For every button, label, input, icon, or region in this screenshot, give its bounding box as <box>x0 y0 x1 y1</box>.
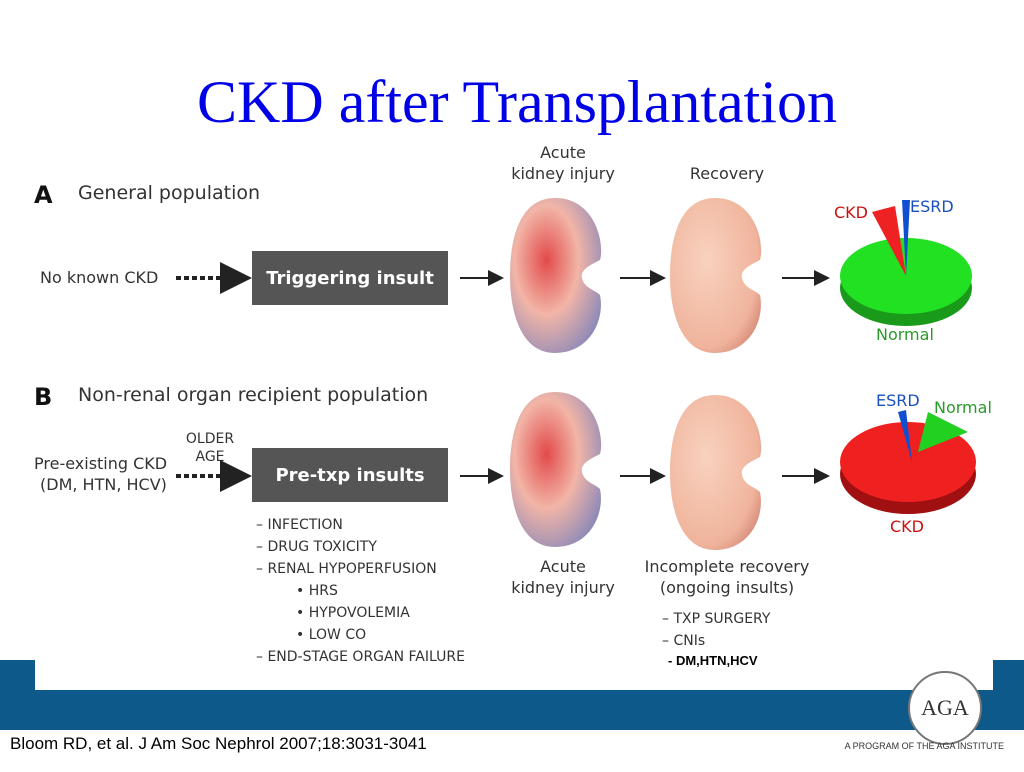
title: CKD after Transplantation <box>197 69 837 135</box>
insult-item: – END-STAGE ORGAN FAILURE <box>256 649 465 665</box>
aki-label: kidney injury <box>511 578 615 597</box>
pie-wedge <box>872 206 906 276</box>
logo <box>908 671 982 745</box>
aki-label: Acute <box>540 557 586 576</box>
insult-box <box>252 251 448 305</box>
content-panel <box>35 140 993 690</box>
start-label: (DM, HTN, HCV) <box>40 475 167 494</box>
recovery-label: Recovery <box>690 164 764 183</box>
sub-insult: • HRS <box>296 583 338 599</box>
sub-insult: • HYPOVOLEMIA <box>296 605 410 621</box>
insult-label: Pre-txp insults <box>275 465 424 486</box>
pie-label: CKD <box>834 203 868 222</box>
footer-org: A PROGRAM OF THE AGA INSTITUTE <box>845 741 1004 751</box>
sub-insult: • LOW CO <box>296 627 366 643</box>
panel-heading: General population <box>78 182 260 204</box>
pie-wedge <box>918 412 968 452</box>
pie-label: Normal <box>934 398 992 417</box>
risk-label: OLDER <box>186 431 234 447</box>
insult-item: – DRUG TOXICITY <box>256 539 377 555</box>
insult-item: – INFECTION <box>256 517 343 533</box>
logo-text: AGA <box>921 695 969 720</box>
ongoing-item: – TXP SURGERY <box>662 611 771 627</box>
citation: Bloom RD, et al. J Am Soc Nephrol 2007;1… <box>10 734 427 753</box>
extra-item: - DM,HTN,HCV <box>668 653 758 668</box>
pie-label: Normal <box>876 325 934 344</box>
recovery-label: (ongoing insults) <box>660 578 794 597</box>
pie-label: ESRD <box>876 391 920 410</box>
pie-wedge <box>898 410 912 462</box>
start-label: Pre-existing CKD <box>34 454 167 473</box>
pie-label: ESRD <box>910 197 954 216</box>
risk-label: AGE <box>195 449 224 465</box>
ongoing-item: – CNIs <box>662 633 705 649</box>
panel-letter: A <box>34 181 53 209</box>
pie-label: CKD <box>890 517 924 536</box>
recovery-label: Incomplete recovery <box>645 557 810 576</box>
start-label: No known CKD <box>40 268 158 287</box>
panel-letter: B <box>34 383 52 411</box>
pie-wedge <box>902 200 910 276</box>
aki-label: Acute <box>540 143 586 162</box>
insult-box <box>252 448 448 502</box>
insult-label: Triggering insult <box>266 268 434 289</box>
aki-label: kidney injury <box>511 164 615 183</box>
panel-heading: Non-renal organ recipient population <box>78 384 428 406</box>
insult-item: – RENAL HYPOPERFUSION <box>256 561 437 577</box>
